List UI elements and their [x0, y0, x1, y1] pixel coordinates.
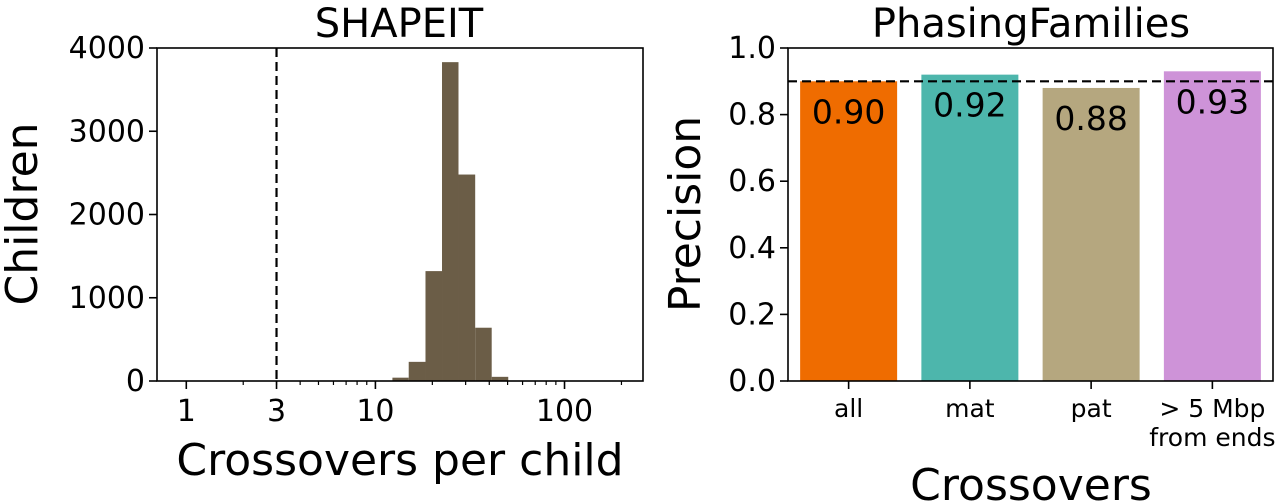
hist-x-tick-label: 1 — [177, 394, 196, 429]
bar-value-label: 0.92 — [933, 86, 1006, 125]
hist-bar — [392, 377, 409, 381]
bar-y-tick-label: 1.0 — [728, 31, 776, 66]
hist-bar — [491, 376, 509, 381]
bar-category-label: pat — [1071, 394, 1112, 423]
bar-value-labels: 0.90 0.92 0.88 0.93 — [812, 82, 1249, 138]
bar-value-label: 0.88 — [1054, 99, 1127, 138]
hist-bars — [392, 62, 509, 382]
bar-axes-frame — [787, 47, 1274, 382]
bar-y-tick-label: 0.8 — [728, 98, 776, 133]
hist-bar — [442, 62, 459, 382]
precision-bar — [1163, 71, 1261, 381]
bar-category-label: mat — [945, 394, 995, 423]
bar-y-tick-label: 0.2 — [728, 297, 776, 332]
hist-bar — [408, 361, 426, 381]
hist-bar — [458, 174, 476, 381]
hist-bar — [425, 271, 443, 381]
hist-y-ticks: 0 1000 2000 3000 4000 — [69, 31, 157, 399]
bar-y-tick-label: 0.6 — [728, 164, 776, 199]
bar-category-label: all — [834, 394, 863, 423]
hist-y-tick-label: 1000 — [69, 281, 145, 316]
bar-y-tick-label: 0.0 — [728, 364, 776, 399]
hist-axes-frame — [156, 47, 644, 382]
precision-bar-chart: PhasingFamilies 0.90 0.92 0.88 0.93 0.00.20… — [660, 1, 1276, 503]
bar-value-label: 0.90 — [812, 92, 885, 131]
hist-y-axis-label: Children — [0, 122, 48, 305]
hist-y-tick-label: 2000 — [69, 198, 145, 233]
histogram-chart: SHAPEIT 0 1000 2000 3000 4000 1 3 10 100 Crosso… — [0, 1, 644, 486]
hist-y-tick-label: 0 — [126, 364, 145, 399]
hist-bar — [475, 327, 492, 381]
bar-y-ticks: 0.0 0.2 0.4 0.6 0.8 1.0 — [728, 31, 788, 399]
bar-title: PhasingFamilies — [872, 1, 1190, 47]
bar-x-axis-label: Crossovers — [910, 460, 1152, 503]
bar-y-axis-label: Precision — [660, 116, 711, 312]
hist-x-tick-label: 3 — [267, 394, 286, 429]
hist-x-ticks: 1 3 10 100 — [177, 381, 623, 429]
precision-bar — [800, 81, 898, 382]
hist-title: SHAPEIT — [315, 1, 484, 47]
hist-x-tick-label: 100 — [536, 394, 593, 429]
bar-value-label: 0.93 — [1176, 82, 1249, 121]
hist-x-axis-label: Crossovers per child — [176, 435, 623, 486]
hist-x-tick-label: 10 — [356, 394, 394, 429]
bar-y-tick-label: 0.4 — [728, 231, 776, 266]
bar-bars — [800, 71, 1261, 382]
bar-category-label: > 5 Mbp — [1159, 394, 1265, 423]
bar-category-label: from ends — [1149, 423, 1275, 452]
hist-y-tick-label: 3000 — [69, 114, 145, 149]
precision-bar — [921, 74, 1019, 381]
hist-y-tick-label: 4000 — [69, 31, 145, 66]
precision-bar — [1042, 87, 1140, 382]
